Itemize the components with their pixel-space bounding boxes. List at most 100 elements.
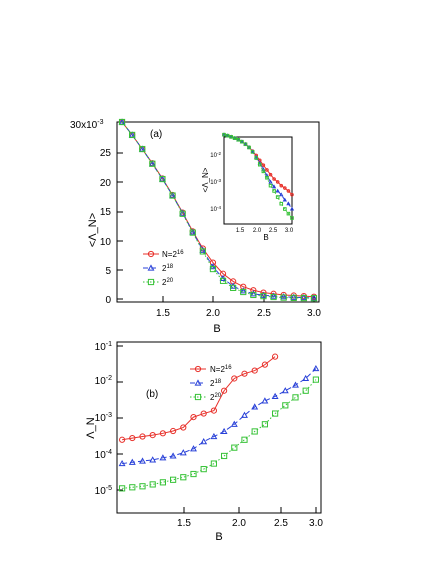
- panel-a-data-point: [310, 294, 318, 301]
- legend-entry-n18: 218: [162, 264, 174, 273]
- panel-b-y-axis-label: Λ_N: [85, 417, 97, 438]
- panel-a-data-point: [179, 209, 187, 216]
- panel-a-ytick-label: 10: [100, 237, 112, 248]
- inset-data-point: [265, 175, 269, 180]
- panel-a-data-point: [219, 277, 227, 284]
- inset-y-axis-label: <Λ_N>: [201, 167, 210, 192]
- panel-b-ytick-label: 10-5: [95, 485, 112, 497]
- panel-a-data-point: [169, 191, 176, 199]
- panel-b-data-point: [118, 459, 126, 467]
- panel-a-data-point: [138, 145, 146, 152]
- panel-b-data-point: [312, 364, 320, 372]
- panel-b-data-point: [230, 420, 238, 427]
- panel-a-data-point: [240, 288, 247, 296]
- panel-b-data-point: [200, 466, 207, 473]
- panel-a-data-point: [290, 293, 298, 300]
- panel-b-data-point: [220, 427, 228, 435]
- panel-b-data-point: [179, 449, 187, 456]
- panel-b-data-point: [241, 411, 248, 418]
- legend-marker: [194, 393, 202, 401]
- inset-data-point: [279, 192, 284, 197]
- panel-b-data-point: [292, 381, 299, 388]
- panel-b-data-point: [128, 458, 136, 465]
- inset-data-point: [222, 132, 226, 137]
- panel-b-data-point: [251, 428, 258, 435]
- panel-a-data-point: [290, 294, 297, 301]
- legend-swatch-n16: [190, 365, 206, 373]
- inset-data-point: [250, 150, 255, 154]
- panel-b-data-point: [261, 421, 268, 428]
- panel-b-data-point: [200, 437, 208, 445]
- panel-a-data-point: [148, 160, 156, 167]
- panel-b-data-point: [149, 456, 157, 463]
- inset-ytick-label: 10-2: [210, 151, 221, 159]
- panel-b-data-point: [272, 353, 279, 360]
- panel-a-data-point: [189, 228, 197, 235]
- legend-marker: [147, 250, 155, 258]
- panel-a-ytick-label: 15: [100, 207, 112, 218]
- panel-b-data-point: [292, 394, 299, 401]
- panel-b-series: [118, 353, 320, 492]
- panel-a: (a) 30x10-3 25 20 15 10 5 0 1.5 2.0 2.5 …: [70, 118, 321, 335]
- inset-data-point: [254, 156, 259, 160]
- panel-a-y-axis-label: <Λ_N>: [87, 213, 99, 247]
- panel-b-legend: N=216 218 220: [190, 365, 232, 402]
- panel-a-data-point: [199, 248, 206, 255]
- legend-marker: [194, 365, 202, 373]
- panel-b-data-point: [251, 403, 259, 410]
- panel-a-data-point: [300, 293, 308, 301]
- panel-a-y-multiplier: 30x10-3: [70, 119, 104, 131]
- panel-b-data-point: [119, 436, 126, 443]
- panel-a-data-point: [249, 290, 257, 297]
- panel-b-ytick-label: 10-4: [95, 449, 112, 461]
- legend-entry-n16: N=216: [162, 250, 184, 259]
- panel-b-data-point: [169, 452, 177, 459]
- panel-b-data-point: [200, 410, 207, 417]
- panel-a-ytick-label: 25: [100, 148, 112, 159]
- panel-a-data-point: [300, 294, 307, 302]
- panel-b-y-ticks: 10-1 10-2 10-3 10-4 10-5: [95, 341, 123, 497]
- inset-data-point: [272, 177, 276, 181]
- panel-b-data-point: [231, 375, 238, 382]
- panel-a-data-point: [179, 210, 186, 217]
- legend-swatch-n16: [143, 250, 159, 258]
- inset-data-point: [275, 195, 280, 199]
- panel-b-data-point: [129, 484, 136, 491]
- panel-b-data-point: [139, 457, 146, 464]
- inset-data-point: [279, 201, 284, 206]
- panel-b-data-point: [271, 392, 279, 399]
- panel-a-y-ticks: 25 20 15 10 5 0: [100, 148, 123, 306]
- panel-a-data-point: [139, 145, 146, 153]
- panel-b-data-point: [210, 407, 217, 414]
- panel-b-xtick-label: 1.5: [177, 518, 191, 529]
- inset-data-point: [268, 183, 273, 188]
- panel-a-data-point: [280, 293, 288, 300]
- inset-xtick-label: 1.5: [236, 228, 245, 234]
- panel-b-data-point: [159, 479, 167, 486]
- panel-b-data-point: [241, 436, 248, 443]
- inset-data-point: [283, 186, 287, 190]
- legend-entry-n16: N=216: [210, 365, 232, 374]
- panel-a-data-point: [280, 294, 287, 301]
- inset-data-point: [236, 137, 241, 142]
- panel-b-label: (b): [146, 389, 158, 400]
- panel-b-xtick-label: 3.0: [309, 518, 323, 529]
- panel-a-data-point: [270, 293, 277, 301]
- inset-data-point: [290, 192, 294, 197]
- panel-b-x-axis-label: B: [215, 531, 222, 543]
- inset-data-point: [225, 133, 230, 138]
- panel-b-xtick-label: 2.0: [232, 518, 246, 529]
- inset-data-point: [286, 189, 291, 193]
- inset-data-point: [261, 163, 266, 167]
- inset-series: [221, 132, 295, 220]
- panel-a-data-point: [310, 295, 318, 302]
- panel-b-data-point: [149, 481, 156, 488]
- panel-a-x-axis-label: B: [213, 323, 220, 335]
- inset-data-point: [232, 136, 237, 141]
- panel-b-data-point: [210, 432, 218, 440]
- panel-b-data-point: [241, 370, 248, 377]
- panel-a-ytick-label: 5: [105, 266, 111, 277]
- inset-data-point: [240, 139, 244, 144]
- inset-data-point: [268, 179, 273, 184]
- panel-b-frame: [116, 341, 322, 514]
